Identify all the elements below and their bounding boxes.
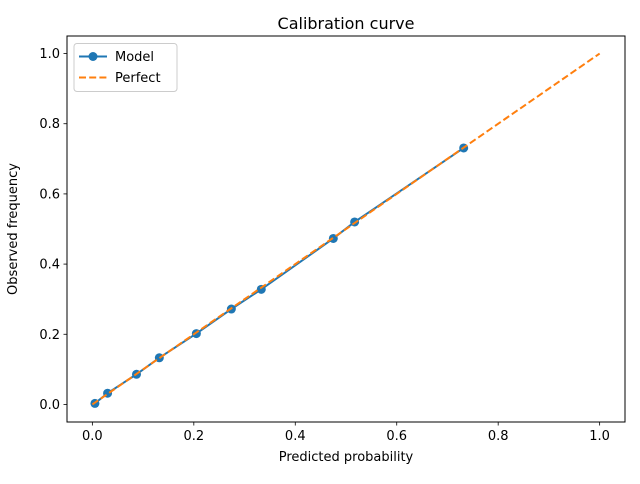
y-tick-label: 0.0	[39, 398, 60, 413]
legend-marker-model	[88, 52, 98, 61]
legend-layer: Model Perfect	[73, 43, 178, 92]
x-tick-label: 1.0	[589, 429, 610, 444]
y-tick-label: 0.8	[39, 117, 60, 132]
plot-area-spines	[66, 35, 626, 423]
y-tick-label: 0.2	[39, 328, 60, 343]
x-tick-label: 0.2	[183, 429, 204, 444]
x-tick-label: 0.4	[285, 429, 306, 444]
y-tick-label: 1.0	[39, 47, 60, 62]
x-tick-label: 0.8	[488, 429, 509, 444]
legend-label-model: Model	[115, 50, 154, 65]
chart-title: Calibration curve	[278, 14, 415, 33]
x-tick-label: 0.6	[386, 429, 407, 444]
y-tick-label: 0.4	[39, 258, 60, 273]
perfect-line	[91, 52, 601, 406]
series-layer	[90, 52, 601, 408]
y-axis-label: Observed frequency	[6, 163, 21, 295]
x-axis-label: Predicted probability	[279, 450, 414, 465]
legend-label-perfect: Perfect	[115, 71, 161, 86]
x-tick-label: 0.0	[82, 429, 103, 444]
y-tick-label: 0.6	[39, 187, 60, 202]
axes-layer: 0.0 0.2 0.4 0.6 0.8 1.0 0.0 0.2 0.4 0.6 0.8 1.0	[39, 47, 610, 444]
